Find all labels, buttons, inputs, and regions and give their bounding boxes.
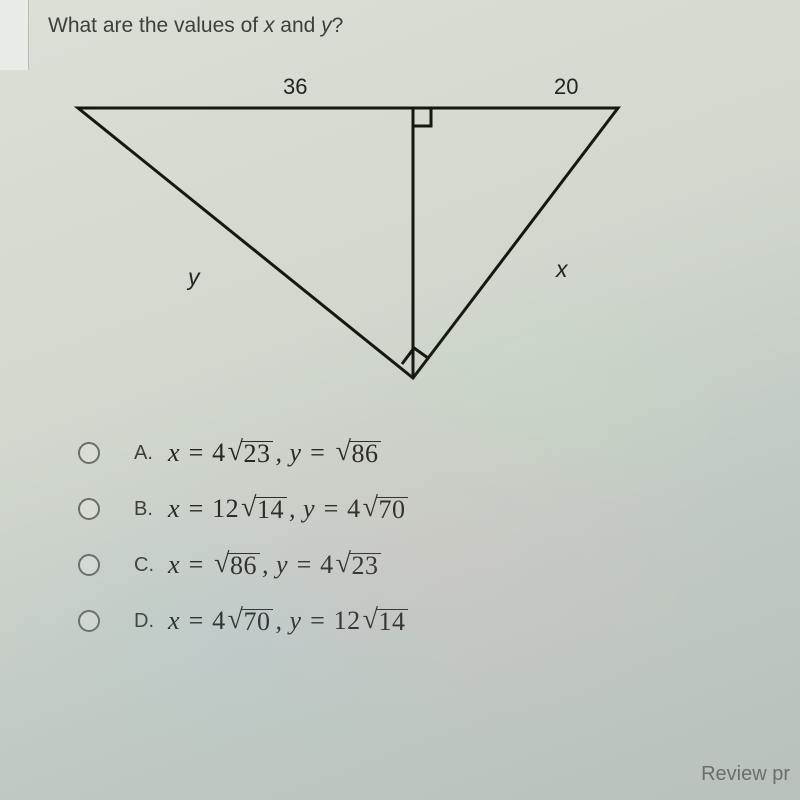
option-math-a: x = 4√23, y = √86 (168, 438, 383, 468)
opt-a-yrad: 86 (349, 441, 381, 466)
answer-options: A. x = 4√23, y = √86 B. x = 12√14, y = 4… (78, 438, 800, 636)
review-progress-link[interactable]: Review pr (701, 763, 790, 786)
sqrt-icon: √70 (363, 497, 409, 522)
sqrt-icon: √23 (228, 441, 274, 466)
sqrt-icon: √86 (336, 441, 382, 466)
label-top-left-36: 36 (283, 74, 307, 100)
opt-b-xcoef: 12 (212, 494, 239, 524)
label-side-y: y (188, 264, 200, 291)
radio-c[interactable] (78, 554, 100, 576)
question-suffix: ? (332, 14, 344, 37)
opt-d-yrad: 14 (376, 609, 408, 634)
question-prefix: What are the values of (48, 14, 264, 37)
radio-a[interactable] (78, 442, 100, 464)
label-side-x: x (556, 256, 568, 283)
question-var-y: y (321, 14, 332, 37)
quiz-screen: What are the values of x and y? 36 20 y … (0, 0, 800, 800)
opt-b-xrad: 14 (255, 497, 287, 522)
sqrt-icon: √14 (241, 497, 287, 522)
option-letter-a: A. (134, 442, 168, 465)
opt-a-xrad: 23 (241, 441, 273, 466)
triangle-diagram: 36 20 y x (58, 68, 658, 408)
option-math-b: x = 12√14, y = 4√70 (168, 494, 410, 524)
option-math-d: x = 4√70, y = 12√14 (168, 606, 410, 636)
sqrt-icon: √86 (214, 553, 260, 578)
opt-c-xrad: 86 (228, 553, 260, 578)
triangle-svg (58, 68, 658, 408)
sqrt-icon: √70 (228, 609, 274, 634)
radio-b[interactable] (78, 498, 100, 520)
option-row-a[interactable]: A. x = 4√23, y = √86 (78, 438, 800, 468)
option-letter-b: B. (134, 498, 168, 521)
radio-d[interactable] (78, 610, 100, 632)
sqrt-icon: √23 (336, 553, 382, 578)
opt-a-xcoef: 4 (212, 438, 226, 468)
opt-c-yrad: 23 (349, 553, 381, 578)
opt-d-xcoef: 4 (212, 606, 226, 636)
question-mid: and (274, 14, 321, 37)
option-letter-d: D. (134, 610, 168, 633)
question-text: What are the values of x and y? (48, 14, 800, 38)
question-var-x: x (264, 14, 275, 37)
option-math-c: x = √86, y = 4√23 (168, 550, 383, 580)
opt-c-ycoef: 4 (320, 550, 334, 580)
option-row-b[interactable]: B. x = 12√14, y = 4√70 (78, 494, 800, 524)
content-area: What are the values of x and y? 36 20 y … (0, 0, 800, 662)
opt-b-yrad: 70 (376, 497, 408, 522)
option-row-d[interactable]: D. x = 4√70, y = 12√14 (78, 606, 800, 636)
option-row-c[interactable]: C. x = √86, y = 4√23 (78, 550, 800, 580)
opt-b-ycoef: 4 (347, 494, 361, 524)
label-top-right-20: 20 (554, 74, 578, 100)
option-letter-c: C. (134, 554, 168, 577)
opt-d-xrad: 70 (241, 609, 273, 634)
sqrt-icon: √14 (363, 609, 409, 634)
opt-d-ycoef: 12 (334, 606, 361, 636)
